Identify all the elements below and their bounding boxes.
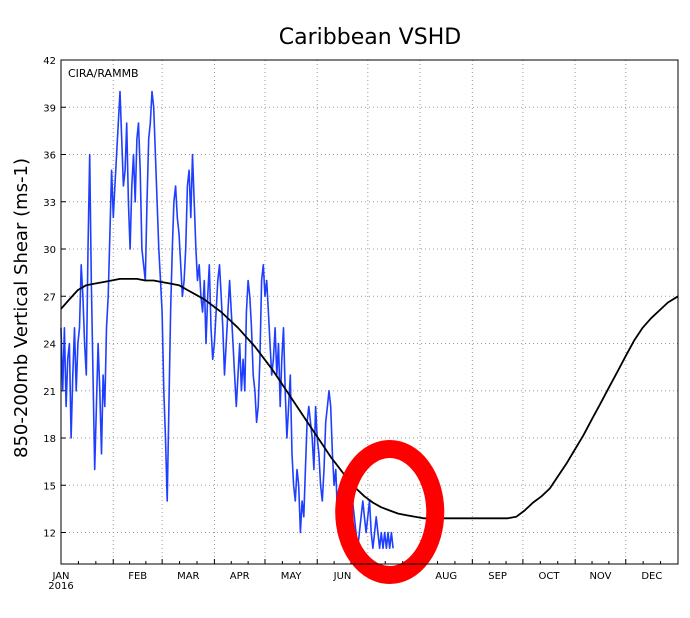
y-tick-label: 27 [43,292,56,303]
x-tick-label: MAR [177,571,199,582]
x-tick-label: NOV [589,571,611,582]
x-tick-label: OCT [539,571,561,582]
y-tick-label: 30 [43,245,56,256]
x-tick-label: JAN [51,571,69,582]
y-tick-label: 39 [43,103,56,114]
x-tick-label: JUN [333,571,352,582]
credit-label: CIRA/RAMMB [68,67,139,80]
y-tick-label: 12 [43,529,56,540]
x-tick-label: DEC [641,571,662,582]
x-ticks: JAN FEB MAR APR MAY JUN JUL AUG SEP OCT NOV DEC [51,559,662,582]
x-axis-year-label: 2016 [48,581,73,592]
chart-title: Caribbean VSHD [279,25,461,50]
x-tick-label: AUG [435,571,457,582]
y-tick-label: 36 [43,151,56,162]
highlight-layer [335,440,445,585]
y-tick-label: 18 [43,434,56,445]
highlight-circle [335,440,445,585]
y-tick-label: 15 [43,481,56,492]
y-tick-label: 24 [43,340,56,351]
series-layer [60,90,679,550]
y-tick-label: 21 [43,387,56,398]
y-tick-label: 33 [43,198,56,209]
x-tick-label: FEB [128,571,147,582]
climatology-line [60,277,679,520]
y-axis-label: 850-200mb Vertical Shear (ms-1) [11,158,32,458]
x-tick-label: APR [230,571,250,582]
x-tick-label: SEP [488,571,507,582]
y-ticks: 12 15 18 21 24 27 30 33 36 39 42 [43,56,66,540]
x-tick-label: MAY [281,571,303,582]
grid-layer [61,60,678,564]
y-tick-label: 42 [43,56,56,67]
plot-frame [60,59,679,565]
